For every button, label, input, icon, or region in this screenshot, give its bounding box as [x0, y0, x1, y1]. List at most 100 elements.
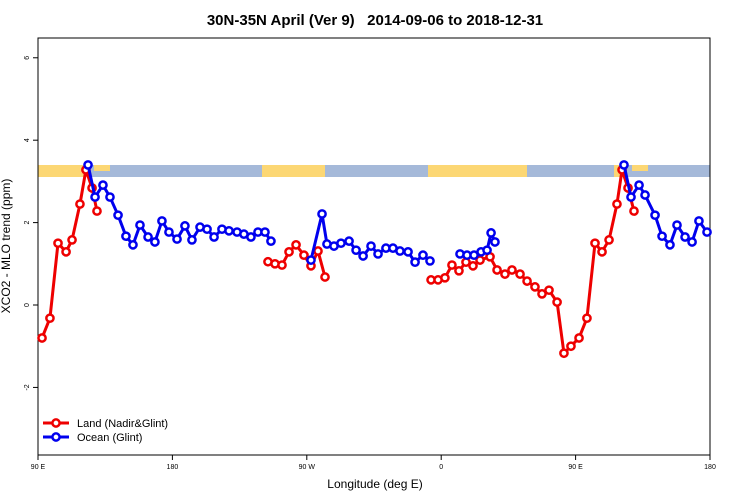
- data-point: [313, 246, 323, 256]
- data-point: [277, 260, 287, 270]
- x-tick-label: 0: [439, 464, 443, 471]
- data-point: [604, 235, 614, 245]
- data-point: [530, 282, 540, 292]
- legend-marker: [51, 432, 61, 442]
- data-point: [98, 180, 108, 190]
- data-point: [266, 236, 276, 246]
- data-point: [67, 235, 77, 245]
- data-point: [53, 238, 63, 249]
- land-sea-strip: [38, 165, 710, 177]
- data-point: [202, 224, 212, 235]
- data-point: [395, 246, 405, 256]
- x-tick-label: 90 W: [299, 464, 316, 471]
- plot-frame: [37, 37, 711, 456]
- data-point: [612, 199, 622, 209]
- data-point: [351, 245, 361, 256]
- data-point: [418, 250, 428, 261]
- data-point: [694, 216, 704, 226]
- data-point: [597, 247, 607, 257]
- y-tick-label: 6: [24, 56, 31, 60]
- data-point: [92, 206, 102, 216]
- data-point: [582, 313, 592, 324]
- data-point: [440, 272, 450, 283]
- data-point: [559, 348, 569, 359]
- data-point: [672, 220, 682, 230]
- x-tick-label: 180: [167, 464, 179, 471]
- data-point: [687, 237, 697, 247]
- data-point: [336, 238, 346, 249]
- sea-band: [38, 165, 710, 177]
- data-point: [284, 247, 294, 257]
- data-point: [552, 297, 562, 307]
- data-point: [447, 260, 457, 270]
- land-band: [94, 165, 110, 171]
- legend-marker: [51, 418, 61, 428]
- data-point: [665, 240, 675, 250]
- data-point: [650, 210, 660, 221]
- data-point: [180, 221, 190, 231]
- data-point: [482, 245, 492, 256]
- data-point: [358, 251, 368, 261]
- data-point: [619, 160, 629, 170]
- land-band: [262, 165, 325, 177]
- x-tick-label: 90 E: [31, 464, 46, 471]
- data-point: [425, 256, 435, 266]
- data-point: [306, 255, 316, 265]
- data-point: [105, 192, 115, 202]
- data-point: [121, 231, 131, 242]
- data-point: [150, 237, 160, 247]
- legend-label: Ocean (Glint): [77, 432, 142, 444]
- data-point: [486, 228, 496, 238]
- data-point: [626, 192, 636, 202]
- data-point: [75, 199, 85, 209]
- y-tick-label: 4: [24, 138, 31, 142]
- data-point: [187, 235, 197, 245]
- x-tick-label: 90 E: [568, 464, 583, 471]
- data-point: [317, 209, 327, 219]
- data-point: [454, 265, 464, 276]
- data-point: [113, 210, 123, 221]
- data-point: [299, 250, 309, 261]
- data-point: [634, 180, 644, 190]
- data-point: [537, 289, 547, 299]
- data-point: [246, 232, 256, 242]
- data-point: [492, 265, 502, 275]
- x-tick-label: 180: [704, 464, 716, 471]
- y-tick-label: 0: [24, 303, 31, 307]
- data-point: [320, 272, 330, 282]
- data-point: [468, 261, 478, 271]
- data-point: [566, 341, 576, 352]
- data-point: [45, 313, 55, 324]
- data-point: [640, 190, 650, 200]
- land-band: [632, 165, 648, 171]
- data-point: [410, 257, 420, 268]
- data-point: [164, 227, 174, 237]
- y-tick-label: 2: [24, 221, 31, 225]
- data-point: [172, 234, 182, 244]
- legend-label: Land (Nadir&Glint): [77, 418, 168, 430]
- data-point: [135, 220, 145, 230]
- data-point: [260, 227, 270, 237]
- chart-title: 30N-35N April (Ver 9) 2014-09-06 to 2018…: [207, 12, 543, 29]
- data-point: [128, 240, 138, 250]
- data-point: [157, 216, 167, 226]
- data-point: [90, 192, 100, 202]
- data-point: [590, 238, 600, 249]
- data-point: [291, 240, 301, 250]
- y-axis-label: XCO2 - MLO trend (ppm): [0, 179, 13, 314]
- data-point: [490, 237, 500, 247]
- data-point: [507, 265, 517, 275]
- data-point: [574, 333, 584, 343]
- data-point: [61, 247, 71, 257]
- data-point: [403, 247, 413, 257]
- data-point: [209, 232, 219, 242]
- y-tick-label: -2: [24, 384, 31, 390]
- data-point: [143, 232, 153, 242]
- data-point: [344, 236, 354, 246]
- data-point: [702, 227, 712, 237]
- data-point: [37, 333, 47, 343]
- data-point: [544, 285, 554, 296]
- data-point: [629, 206, 639, 216]
- data-point: [500, 269, 510, 279]
